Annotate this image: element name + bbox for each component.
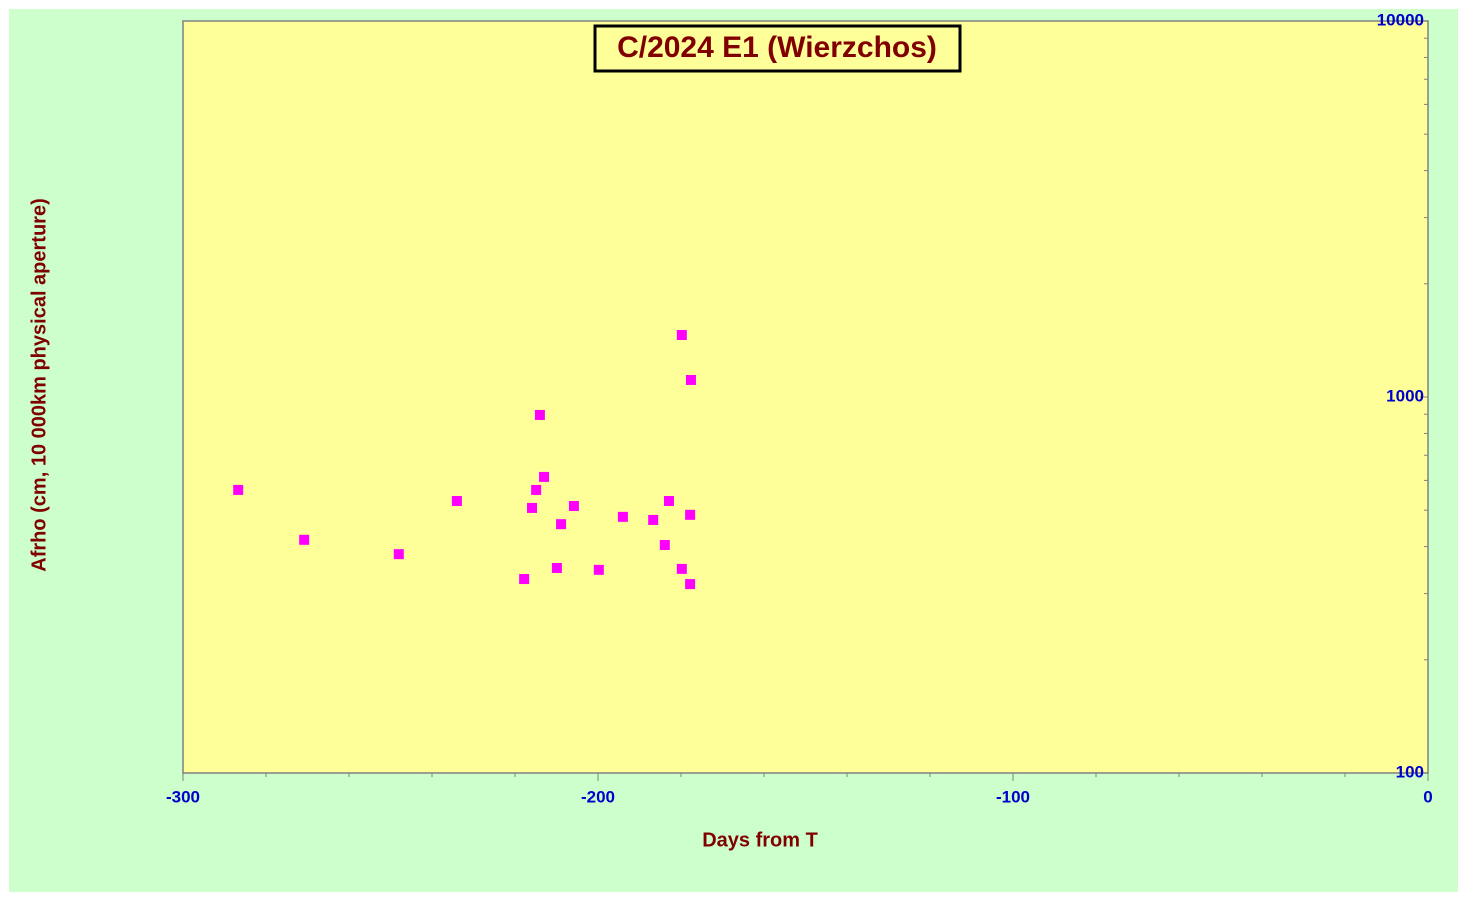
point <box>451 495 462 506</box>
x-tick-label: 0 <box>1423 787 1432 806</box>
x-tick-label: -100 <box>996 787 1030 806</box>
point <box>663 495 674 506</box>
point <box>233 484 244 495</box>
y-tick-label: 10000 <box>1377 10 1424 29</box>
point <box>551 562 562 573</box>
point <box>539 471 550 482</box>
point <box>568 500 579 511</box>
point <box>648 514 659 525</box>
point <box>299 534 310 545</box>
plot-area <box>182 20 1429 774</box>
point <box>593 564 604 575</box>
point <box>685 374 696 385</box>
title-box <box>593 24 962 73</box>
point <box>527 502 538 513</box>
y-axis-label: Afrho (cm, 10 000km physical aperture) <box>28 198 50 571</box>
x-tick-label: -200 <box>581 787 615 806</box>
y-tick-label: 100 <box>1396 762 1424 781</box>
chart-title: C/2024 E1 (Wierzchos) <box>617 31 937 64</box>
point <box>393 549 404 560</box>
y-tick-label: 1000 <box>1386 386 1424 405</box>
point <box>676 329 687 340</box>
x-tick-label: -300 <box>166 787 200 806</box>
point <box>685 579 696 590</box>
point <box>685 509 696 520</box>
point <box>617 511 628 522</box>
point <box>531 484 542 495</box>
point <box>659 540 670 551</box>
point <box>534 409 545 420</box>
point <box>556 519 567 530</box>
point <box>676 563 687 574</box>
point <box>519 574 530 585</box>
x-axis-label: Days from T <box>702 829 818 851</box>
